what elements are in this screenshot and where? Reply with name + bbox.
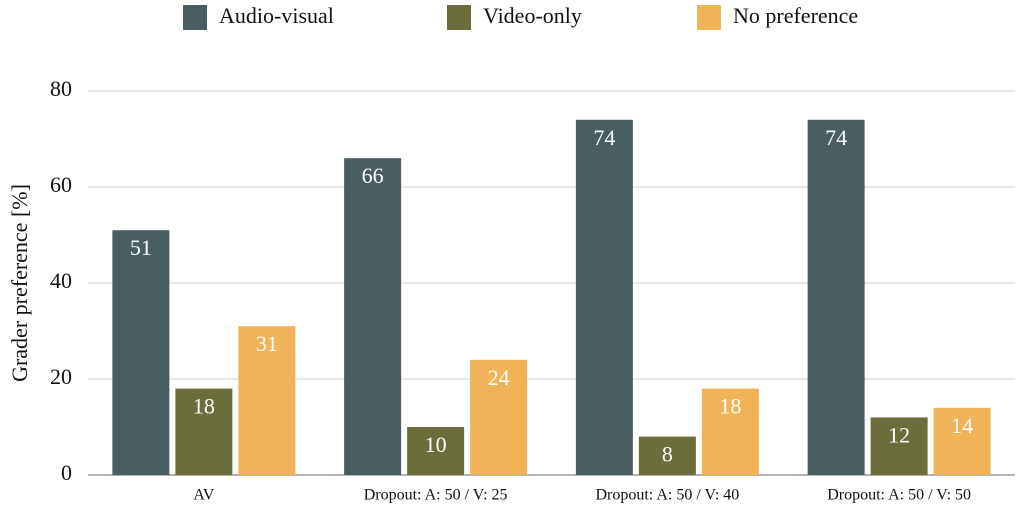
bar [870,417,928,475]
value-label: 74 [593,125,615,150]
bar [701,388,759,475]
bar [407,427,465,475]
y-tick-label: 80 [50,76,72,101]
bar [470,359,528,475]
legend-swatch [447,5,471,30]
value-label: 18 [719,394,741,419]
bar [112,230,170,475]
bar [638,436,696,475]
y-tick-label: 20 [50,364,72,389]
bar [933,407,991,475]
value-label: 74 [825,125,847,150]
legend-label: Audio-visual [219,3,334,28]
value-label: 12 [888,422,910,447]
legend-swatch [183,5,207,30]
value-label: 51 [130,235,152,260]
legend-label: Video-only [483,3,582,28]
y-tick-label: 60 [50,172,72,197]
bar [807,119,865,476]
value-label: 31 [256,331,278,356]
legend-swatch [697,5,721,30]
y-tick-label: 0 [61,460,72,485]
y-axis-title: Grader preference [%] [7,184,32,382]
y-tick-label: 40 [50,268,72,293]
x-tick-label: AV [193,487,214,504]
bar [344,158,402,475]
value-label: 10 [425,432,447,457]
legend-label: No preference [733,3,858,28]
x-tick-label: Dropout: A: 50 / V: 40 [595,487,739,504]
value-label: 14 [951,413,973,438]
value-label: 66 [362,163,384,188]
value-label: 24 [488,365,510,390]
bar [238,326,296,475]
bar [575,119,633,476]
x-tick-label: Dropout: A: 50 / V: 50 [827,487,971,504]
x-tick-label: Dropout: A: 50 / V: 25 [364,487,508,504]
value-label: 8 [662,442,673,467]
bar [175,388,233,475]
value-label: 18 [193,394,215,419]
